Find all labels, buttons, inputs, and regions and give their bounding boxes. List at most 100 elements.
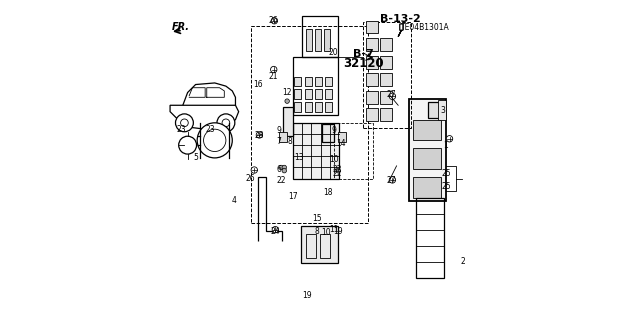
- Bar: [366, 38, 378, 51]
- Text: 19: 19: [303, 291, 312, 300]
- Bar: [410, 99, 446, 201]
- Bar: [305, 102, 312, 112]
- Bar: [293, 123, 339, 179]
- Text: 13: 13: [294, 153, 304, 162]
- Bar: [325, 77, 332, 86]
- Bar: [293, 57, 337, 115]
- Circle shape: [271, 18, 278, 24]
- Text: 32120: 32120: [343, 57, 383, 70]
- Polygon shape: [398, 24, 403, 37]
- Circle shape: [336, 168, 340, 173]
- Text: 20: 20: [329, 48, 339, 57]
- Bar: [380, 38, 392, 51]
- Bar: [315, 102, 322, 112]
- Bar: [303, 16, 337, 57]
- Text: 22: 22: [277, 176, 287, 185]
- Bar: [413, 177, 441, 198]
- Bar: [366, 73, 378, 86]
- Bar: [320, 234, 330, 258]
- Circle shape: [285, 99, 289, 103]
- Bar: [366, 91, 378, 104]
- Text: 19: 19: [333, 227, 342, 236]
- Circle shape: [179, 136, 196, 154]
- Bar: [380, 56, 392, 69]
- Text: B-7: B-7: [353, 49, 374, 59]
- Bar: [315, 89, 322, 99]
- Bar: [278, 132, 287, 142]
- Bar: [315, 29, 321, 51]
- Bar: [438, 100, 446, 120]
- Circle shape: [446, 136, 452, 142]
- Circle shape: [282, 165, 287, 170]
- Bar: [380, 73, 392, 86]
- Bar: [301, 226, 337, 263]
- Text: 10: 10: [321, 228, 330, 237]
- Bar: [321, 124, 334, 142]
- Text: 26: 26: [246, 174, 255, 183]
- Bar: [284, 107, 293, 136]
- Text: 22: 22: [333, 165, 342, 174]
- Text: 9: 9: [276, 126, 281, 135]
- Bar: [306, 29, 312, 51]
- Bar: [306, 234, 316, 258]
- Text: 4: 4: [232, 197, 236, 205]
- Bar: [413, 120, 441, 140]
- Bar: [363, 22, 411, 128]
- Circle shape: [279, 165, 284, 170]
- Text: 23: 23: [205, 125, 215, 134]
- Text: 26: 26: [269, 16, 278, 25]
- Circle shape: [175, 114, 193, 132]
- Circle shape: [256, 132, 262, 138]
- Text: 27: 27: [387, 90, 397, 99]
- Bar: [334, 123, 372, 179]
- Bar: [325, 102, 332, 112]
- Text: TE04B1301A: TE04B1301A: [401, 23, 450, 32]
- Circle shape: [197, 123, 232, 158]
- Bar: [337, 132, 346, 142]
- Text: 5: 5: [193, 153, 198, 162]
- Text: 28: 28: [254, 131, 264, 140]
- Polygon shape: [170, 105, 239, 129]
- Bar: [323, 29, 330, 51]
- Bar: [366, 108, 378, 121]
- Circle shape: [389, 93, 396, 100]
- Bar: [325, 89, 332, 99]
- Bar: [252, 26, 368, 223]
- Text: 15: 15: [312, 214, 322, 223]
- Bar: [315, 77, 322, 86]
- Circle shape: [204, 129, 226, 152]
- Circle shape: [222, 119, 230, 127]
- Circle shape: [180, 119, 188, 127]
- Circle shape: [389, 177, 396, 183]
- Text: 10: 10: [330, 155, 339, 164]
- Bar: [305, 77, 312, 86]
- Text: 23: 23: [177, 125, 186, 134]
- Text: FR.: FR.: [172, 22, 190, 32]
- Text: 22: 22: [333, 169, 342, 178]
- Text: 8: 8: [314, 227, 319, 236]
- Text: 24: 24: [271, 227, 280, 236]
- Bar: [305, 89, 312, 99]
- Text: 12: 12: [282, 88, 291, 97]
- Bar: [416, 198, 444, 278]
- Text: 3: 3: [440, 106, 445, 115]
- Bar: [380, 91, 392, 104]
- Circle shape: [282, 168, 287, 173]
- Circle shape: [271, 66, 277, 73]
- Text: 2: 2: [460, 257, 465, 266]
- Bar: [294, 89, 301, 99]
- Text: 14: 14: [336, 139, 346, 148]
- Bar: [380, 108, 392, 121]
- Bar: [428, 102, 441, 118]
- Text: 8: 8: [287, 137, 292, 146]
- Text: 27: 27: [387, 176, 397, 185]
- Text: 18: 18: [323, 189, 333, 197]
- Text: 25: 25: [441, 169, 451, 178]
- Bar: [294, 77, 301, 86]
- Text: 6: 6: [276, 165, 281, 174]
- Text: 1: 1: [444, 141, 449, 150]
- Text: 7: 7: [276, 137, 281, 146]
- Bar: [413, 148, 441, 169]
- Circle shape: [251, 167, 257, 173]
- Bar: [294, 102, 301, 112]
